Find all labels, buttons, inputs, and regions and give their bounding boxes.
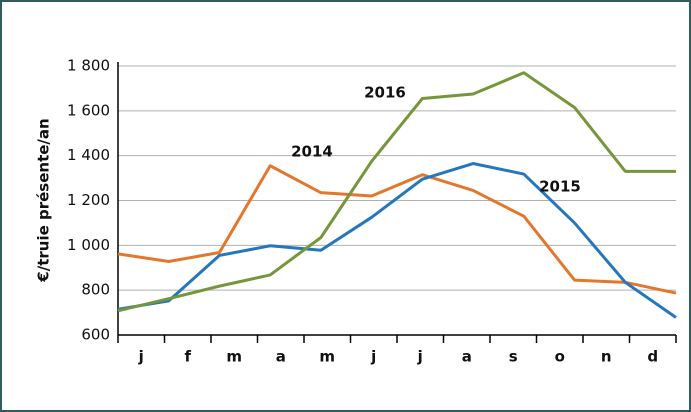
x-tick-label: j xyxy=(370,348,376,366)
series-label: 2016 xyxy=(364,84,406,102)
y-tick-label: 800 xyxy=(81,281,110,299)
x-tick-label: f xyxy=(184,348,191,366)
y-tick-label: 1 400 xyxy=(67,146,110,164)
y-tick-label: 1 000 xyxy=(67,236,110,254)
x-tick-label: j xyxy=(138,348,144,366)
series-line xyxy=(117,164,677,295)
x-tick-label: o xyxy=(555,348,565,366)
series-line xyxy=(117,162,677,319)
y-axis-label: €/truie présente/an xyxy=(35,118,53,282)
x-tick-label: a xyxy=(462,348,472,366)
y-tick-label: 600 xyxy=(81,326,110,344)
x-tick-label: j xyxy=(417,348,423,366)
x-tick-label: m xyxy=(319,348,335,366)
x-tick-label: a xyxy=(276,348,286,366)
y-tick-label: 1 800 xyxy=(67,57,110,75)
y-tick-label: 1 200 xyxy=(67,191,110,209)
series-line xyxy=(117,71,676,313)
x-tick-label: n xyxy=(601,348,612,366)
x-tick-label: d xyxy=(647,348,658,366)
series-label: 2014 xyxy=(291,143,333,161)
y-tick-label: 1 600 xyxy=(67,101,110,119)
series-label: 2015 xyxy=(539,178,581,196)
x-tick-label: s xyxy=(509,348,518,366)
x-tick-label: m xyxy=(226,348,242,366)
